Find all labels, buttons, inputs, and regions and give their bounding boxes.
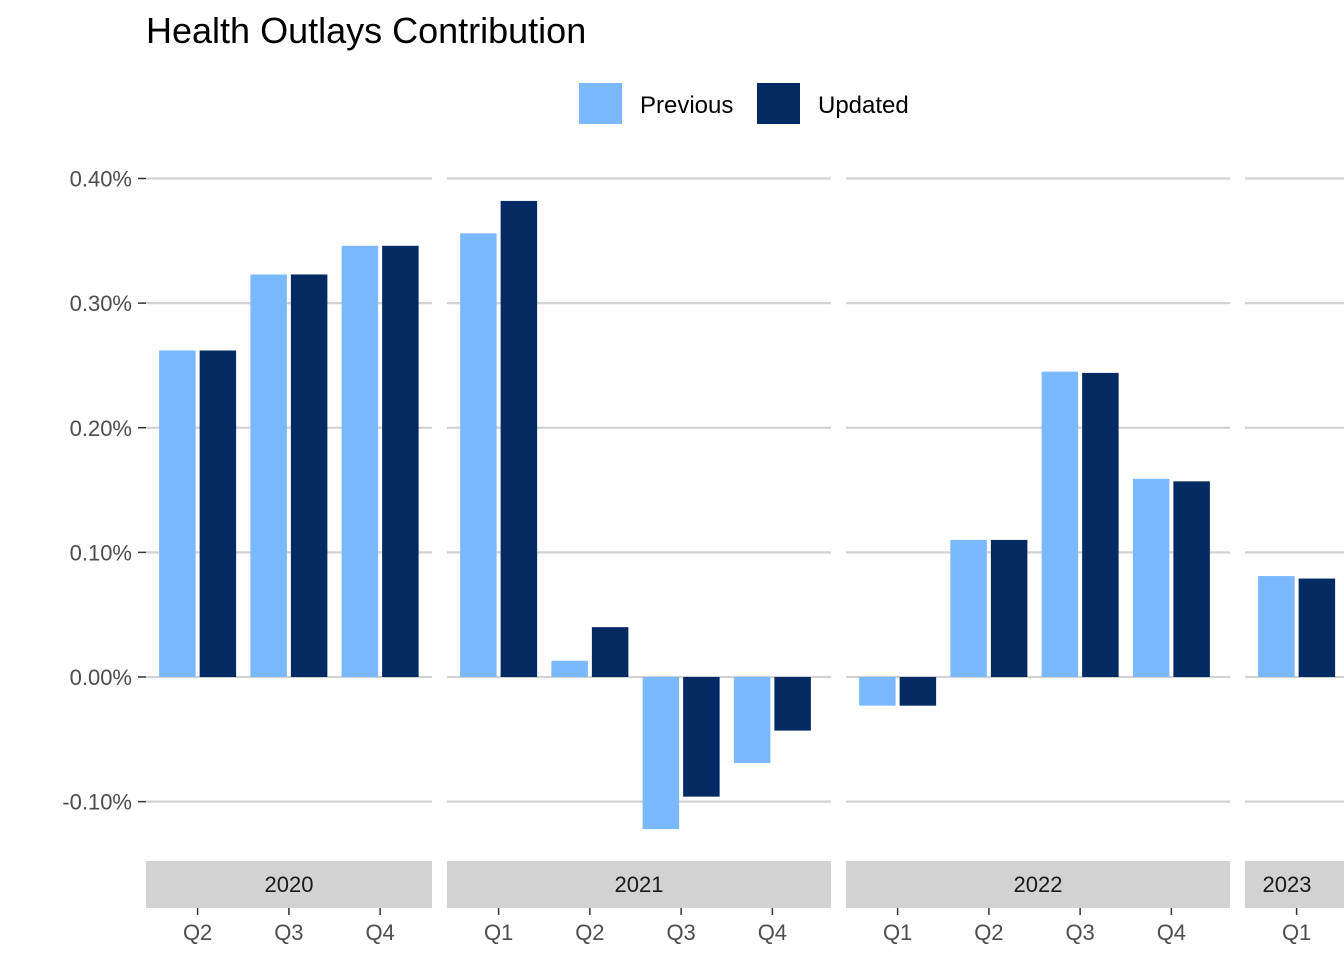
bar-2021-Q1-updated xyxy=(500,200,538,677)
facet-strip xyxy=(1245,861,1344,908)
x-tick-label: Q1 xyxy=(883,920,912,945)
legend: Previous Updated xyxy=(579,83,909,124)
legend-label-updated: Updated xyxy=(818,92,909,119)
bar-2023-Q1-previous xyxy=(1258,576,1295,677)
x-tick-label: Q1 xyxy=(1282,920,1311,945)
bar-2020-Q2-updated xyxy=(199,350,237,677)
y-tick-label: 0.10% xyxy=(70,540,132,565)
x-tick-label: Q3 xyxy=(274,920,303,945)
x-tick-label: Q4 xyxy=(365,920,394,945)
legend-key-previous xyxy=(579,83,622,124)
x-tick-label: Q2 xyxy=(974,920,1003,945)
x-tick-label: Q3 xyxy=(666,920,695,945)
x-tick-label: Q3 xyxy=(1065,920,1094,945)
y-tick-label: 0.40% xyxy=(70,167,132,192)
facet-panel-2020: Q2 Q3 Q4 2020 xyxy=(146,177,432,945)
x-tick-label: Q2 xyxy=(575,920,604,945)
y-tick-label: 0.20% xyxy=(70,416,132,441)
bar-2021-Q4-updated xyxy=(774,677,811,731)
bar-2020-Q3-updated xyxy=(290,274,328,677)
bar-2021-Q4-previous xyxy=(733,677,771,763)
facet-strip xyxy=(447,861,831,908)
bar-2020-Q4-updated xyxy=(382,245,419,678)
y-axis: -0.10% 0.00% 0.10% 0.20% 0.30% 0.40% xyxy=(62,167,146,815)
facet-strip xyxy=(146,861,432,908)
bar-2022-Q4-previous xyxy=(1132,478,1170,677)
facet-panel-2023: Q1 2023 xyxy=(1245,177,1344,945)
facet-strip-label: 2020 xyxy=(265,872,314,897)
bar-2021-Q2-previous xyxy=(551,660,588,677)
facet-strip-label: 2023 xyxy=(1263,872,1312,897)
chart-title: Health Outlays Contribution xyxy=(146,10,586,51)
x-tick-label: Q4 xyxy=(1157,920,1186,945)
facet-strip-label: 2022 xyxy=(1014,872,1063,897)
bar-2022-Q2-updated xyxy=(990,539,1028,677)
facet-panel-2022: Q1 Q2 Q3 Q4 2022 xyxy=(846,177,1230,945)
y-tick-label: -0.10% xyxy=(62,790,132,815)
y-tick-label: 0.00% xyxy=(70,665,132,690)
bar-2022-Q3-previous xyxy=(1041,371,1079,677)
bar-2021-Q3-updated xyxy=(683,677,720,797)
facet-panel-2021: Q1 Q2 Q3 Q4 2021 xyxy=(447,177,831,945)
bar-2022-Q1-updated xyxy=(899,677,937,706)
facet-strip xyxy=(846,861,1230,908)
legend-key-updated xyxy=(757,83,800,124)
bar-2022-Q1-previous xyxy=(859,677,896,706)
bar-2020-Q3-previous xyxy=(250,274,287,677)
x-tick-label: Q1 xyxy=(484,920,513,945)
bar-2020-Q2-previous xyxy=(159,350,196,677)
bar-2022-Q2-previous xyxy=(950,539,987,677)
facet-panels: Q2 Q3 Q4 2020 Q1 Q2 Q3 Q4 2021 Q1 Q2 Q3 Q4 2022 Q1 2023 xyxy=(146,177,1344,945)
x-tick-label: Q2 xyxy=(183,920,212,945)
bar-2021-Q1-previous xyxy=(460,233,497,677)
bar-2021-Q3-previous xyxy=(642,677,680,830)
bar-2021-Q2-updated xyxy=(591,627,629,677)
y-tick-label: 0.30% xyxy=(70,291,132,316)
legend-label-previous: Previous xyxy=(640,92,733,119)
bar-2022-Q3-updated xyxy=(1082,372,1119,677)
bar-2023-Q1-updated xyxy=(1298,578,1336,677)
bar-2020-Q4-previous xyxy=(341,245,379,678)
x-tick-label: Q4 xyxy=(758,920,787,945)
facet-strip-label: 2021 xyxy=(615,872,664,897)
bar-2022-Q4-updated xyxy=(1173,481,1210,677)
